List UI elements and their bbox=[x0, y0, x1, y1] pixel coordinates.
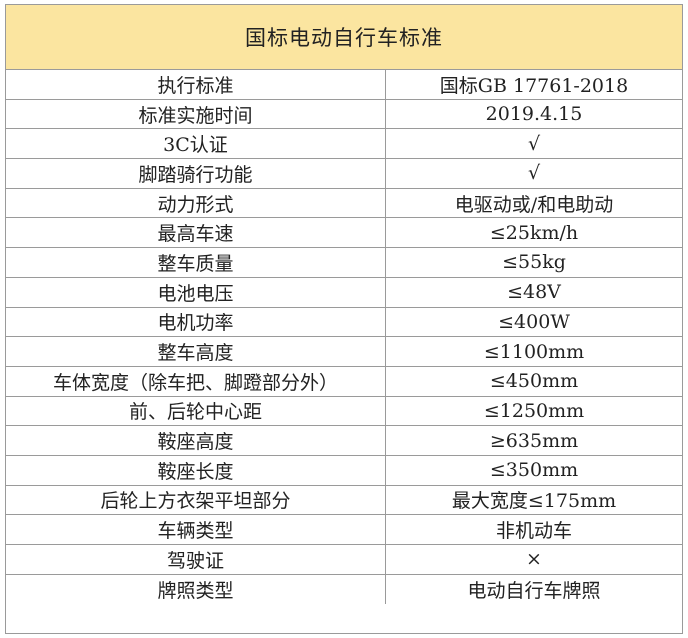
row-value: 2019.4.15 bbox=[485, 103, 583, 126]
row-value: ≤25km/h bbox=[489, 221, 579, 244]
table-row: 整车质量 ≤55kg bbox=[6, 248, 682, 278]
table-row: 脚踏骑行功能 √ bbox=[6, 159, 682, 189]
row-label: 脚踏骑行功能 bbox=[6, 159, 386, 188]
table-row: 前、后轮中心距 ≤1250mm bbox=[6, 396, 682, 427]
table-row: 动力形式 电驱动或/和电助动 bbox=[6, 188, 682, 219]
table-row: 执行标准 国标GB 17761-2018 bbox=[6, 70, 682, 100]
table-row: 车体宽度（除车把、脚蹬部分外） ≤450mm bbox=[6, 366, 682, 397]
row-value: ≤450mm bbox=[489, 370, 579, 393]
row-value: √ bbox=[527, 162, 541, 185]
row-label: 动力形式 bbox=[6, 188, 386, 218]
row-label: 鞍座高度 bbox=[6, 426, 386, 455]
row-value: 电动自行车牌照 bbox=[467, 580, 601, 603]
table-row: 车辆类型 非机动车 bbox=[6, 515, 682, 545]
row-label: 后轮上方衣架平坦部分 bbox=[6, 485, 386, 515]
row-label: 车体宽度（除车把、脚蹬部分外） bbox=[6, 366, 386, 396]
row-label: 标准实施时间 bbox=[6, 99, 386, 129]
row-label: 牌照类型 bbox=[6, 574, 386, 605]
row-value: 电驱动或/和电助动 bbox=[454, 193, 614, 216]
row-value: × bbox=[526, 548, 542, 571]
row-label: 前、后轮中心距 bbox=[6, 396, 386, 426]
table-row: 鞍座高度 ≥635mm bbox=[6, 426, 682, 456]
table-row: 电机功率 ≤400W bbox=[6, 307, 682, 338]
table-body: 执行标准 国标GB 17761-2018 标准实施时间 2019.4.15 3C… bbox=[6, 70, 682, 605]
table-row: 标准实施时间 2019.4.15 bbox=[6, 99, 682, 130]
table-title: 国标电动自行车标准 bbox=[6, 5, 682, 70]
row-value: 国标GB 17761-2018 bbox=[439, 74, 629, 97]
row-label: 最高车速 bbox=[6, 218, 386, 248]
row-label: 车辆类型 bbox=[6, 515, 386, 544]
table-row: 牌照类型 电动自行车牌照 bbox=[6, 574, 682, 605]
table-row: 驾驶证 × bbox=[6, 545, 682, 575]
row-label: 整车高度 bbox=[6, 337, 386, 366]
row-label: 执行标准 bbox=[6, 70, 386, 99]
row-value: ≤55kg bbox=[502, 251, 566, 274]
row-label: 3C认证 bbox=[6, 129, 386, 159]
row-value: 最大宽度≤175mm bbox=[451, 490, 617, 513]
table-row: 鞍座长度 ≤350mm bbox=[6, 455, 682, 486]
row-label: 驾驶证 bbox=[6, 545, 386, 574]
row-value: 非机动车 bbox=[495, 520, 572, 543]
table-row: 整车高度 ≤1100mm bbox=[6, 337, 682, 367]
table-row: 电池电压 ≤48V bbox=[6, 277, 682, 308]
row-value: ≤1100mm bbox=[483, 340, 585, 363]
table-row: 最高车速 ≤25km/h bbox=[6, 218, 682, 249]
row-label: 电机功率 bbox=[6, 307, 386, 337]
row-label: 鞍座长度 bbox=[6, 455, 386, 485]
table-row: 3C认证 √ bbox=[6, 129, 682, 160]
row-label: 电池电压 bbox=[6, 277, 386, 307]
row-value: ≤400W bbox=[498, 310, 570, 333]
table-row: 后轮上方衣架平坦部分 最大宽度≤175mm bbox=[6, 485, 682, 516]
row-value: ≥635mm bbox=[489, 429, 579, 452]
row-value: ≤48V bbox=[507, 281, 561, 304]
row-label: 整车质量 bbox=[6, 248, 386, 277]
row-value: √ bbox=[527, 132, 541, 155]
row-value: ≤350mm bbox=[489, 459, 579, 482]
row-value: ≤1250mm bbox=[483, 399, 585, 422]
standards-table: 国标电动自行车标准 执行标准 国标GB 17761-2018 标准实施时间 20… bbox=[5, 4, 683, 634]
